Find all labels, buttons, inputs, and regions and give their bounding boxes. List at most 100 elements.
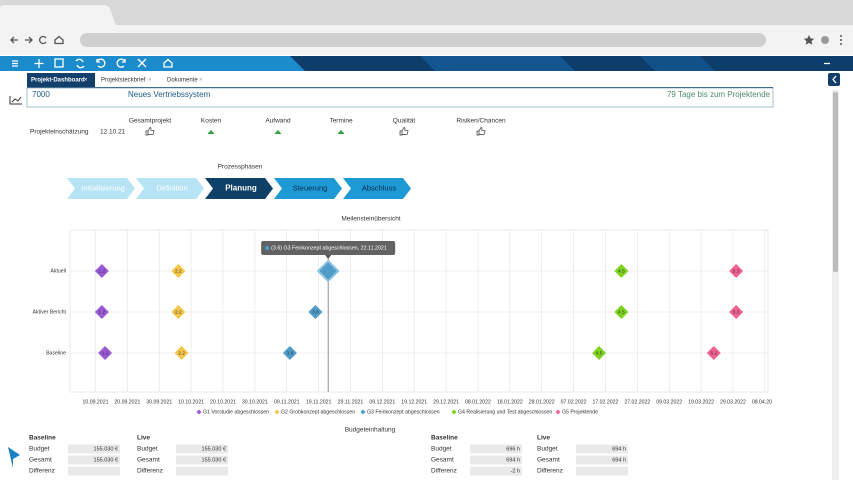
phase-label[interactable]: Steuerung	[293, 183, 328, 192]
undo[interactable]	[96, 58, 106, 68]
scroll-thumb[interactable]	[833, 92, 838, 272]
milestone-marker[interactable]	[614, 264, 629, 278]
milestone-marker[interactable]	[174, 346, 189, 360]
scrollbar[interactable]	[832, 90, 839, 480]
budget-value: 696 h	[506, 446, 520, 452]
forward[interactable]	[25, 36, 33, 44]
reload[interactable]	[38, 35, 47, 45]
tab-active[interactable]	[27, 73, 95, 87]
project-id: 7000	[32, 90, 50, 99]
milestone-marker[interactable]	[94, 264, 109, 278]
phase-chevron[interactable]	[136, 178, 204, 199]
phase-chevron[interactable]	[67, 178, 135, 199]
budget: Budgeteinhaltung Baseline Budget 155.030 € G…	[29, 427, 628, 476]
budget-field	[576, 455, 628, 465]
milestone-marker[interactable]	[98, 346, 113, 360]
refresh[interactable]	[75, 58, 85, 69]
phase-label[interactable]: Abschluss	[362, 183, 396, 192]
phase-label[interactable]: Planung	[225, 184, 257, 193]
budget-row-label: Differenz	[537, 468, 563, 475]
collapse-button[interactable]	[828, 73, 840, 86]
budget-row-label: Gesamt	[29, 457, 52, 464]
budget-value: -2 h	[511, 468, 520, 474]
dashboard-icon[interactable]	[9, 96, 22, 105]
assessment-column: Gesamtprojekt	[129, 118, 171, 125]
x-tick-label: 29.12.2021	[433, 399, 459, 405]
milestone-label: 3.6	[312, 309, 319, 315]
budget-title: Budgeteinhaltung	[345, 427, 396, 434]
phase-label[interactable]: Definition	[156, 183, 187, 192]
back[interactable]	[10, 36, 18, 44]
tab-label[interactable]: Dokumente	[167, 78, 198, 84]
milestone-label: 4.5	[596, 350, 603, 356]
legend-marker	[196, 409, 202, 415]
x-tick-label: 08.01.2022	[465, 399, 491, 405]
legend-marker	[360, 409, 366, 415]
milestone-label: 1.2	[102, 350, 109, 356]
x-tick-label: 09.11.2021	[274, 399, 300, 405]
milestone-marker[interactable]	[94, 305, 109, 319]
tab-label[interactable]: Projektsteckbrief	[101, 78, 146, 84]
milestone-label: 2.2	[175, 268, 182, 274]
tab-close[interactable]: ×	[199, 78, 203, 84]
phase-chevron[interactable]	[205, 178, 273, 199]
budget-row-label: Gesamt	[137, 457, 160, 464]
milestone-marker[interactable]	[308, 305, 323, 319]
close[interactable]	[137, 58, 147, 68]
home[interactable]	[54, 35, 64, 45]
budget-group: Live	[137, 435, 150, 442]
budget-value: 694 h	[612, 446, 626, 452]
milestone-label: 3.6	[287, 350, 294, 356]
legend-label[interactable]: G2 Grobkonzept abgeschlossen	[281, 409, 355, 415]
bookmark[interactable]	[803, 35, 815, 45]
x-tick-label: 17.02.2022	[592, 399, 618, 405]
x-tick-label: 29.11.2021	[338, 399, 364, 405]
x-tick-label: 20.10.2021	[210, 399, 236, 405]
address-bar[interactable]	[80, 33, 766, 47]
budget-group: Baseline	[431, 435, 458, 442]
legend-label[interactable]: G1 Vorstudie abgeschlossen	[203, 409, 269, 415]
legend-label[interactable]: G3 Feinkonzept abgeschlossen	[367, 409, 440, 415]
budget-field	[68, 444, 120, 454]
legend-label[interactable]: G4 Realisierung und Test abgeschlossen	[458, 409, 552, 415]
milestone-label: 5.2	[710, 350, 717, 356]
budget-field	[470, 455, 522, 465]
phase-label[interactable]: Initialisierung	[81, 183, 125, 192]
status-up	[337, 130, 345, 134]
budget-field	[470, 466, 522, 476]
tab-close[interactable]: ×	[148, 78, 152, 84]
milestone-marker[interactable]	[614, 305, 629, 319]
budget-row-label: Differenz	[137, 468, 163, 475]
y-category-label: Aktiver Bericht	[33, 309, 67, 315]
status-up	[274, 130, 282, 134]
legend-label[interactable]: G5 Projektende	[562, 409, 598, 415]
menu[interactable]	[12, 60, 18, 67]
home-app[interactable]	[163, 58, 173, 68]
phases-title: Prozessphasen	[218, 164, 263, 171]
tab-close[interactable]: ×	[84, 78, 88, 84]
milestone-marker[interactable]	[171, 264, 186, 278]
redo[interactable]	[116, 58, 126, 68]
budget-row-label: Budget	[137, 446, 158, 453]
milestone-marker[interactable]	[316, 259, 340, 283]
milestone-marker[interactable]	[729, 305, 744, 319]
phase-chevron[interactable]	[274, 178, 342, 199]
browser-tab[interactable]	[0, 5, 116, 25]
milestone-marker[interactable]	[706, 346, 721, 360]
milestone-marker[interactable]	[282, 346, 297, 360]
budget-row-label: Budget	[537, 446, 558, 453]
tooltip-box	[261, 241, 396, 255]
tab-label[interactable]: Projekt-Dashboard	[31, 78, 85, 84]
milestone-marker[interactable]	[729, 264, 744, 278]
profile[interactable]	[821, 36, 829, 44]
phase-chevron[interactable]	[343, 178, 411, 199]
assessment-column: Kosten	[201, 118, 222, 125]
save[interactable]	[54, 58, 64, 68]
milestone-marker[interactable]	[592, 346, 607, 360]
budget-row-label: Differenz	[29, 468, 55, 475]
milestone-marker[interactable]	[171, 305, 186, 319]
new[interactable]	[34, 59, 44, 68]
x-tick-label: 20.09.2021	[114, 399, 140, 405]
budget-field	[576, 444, 628, 454]
